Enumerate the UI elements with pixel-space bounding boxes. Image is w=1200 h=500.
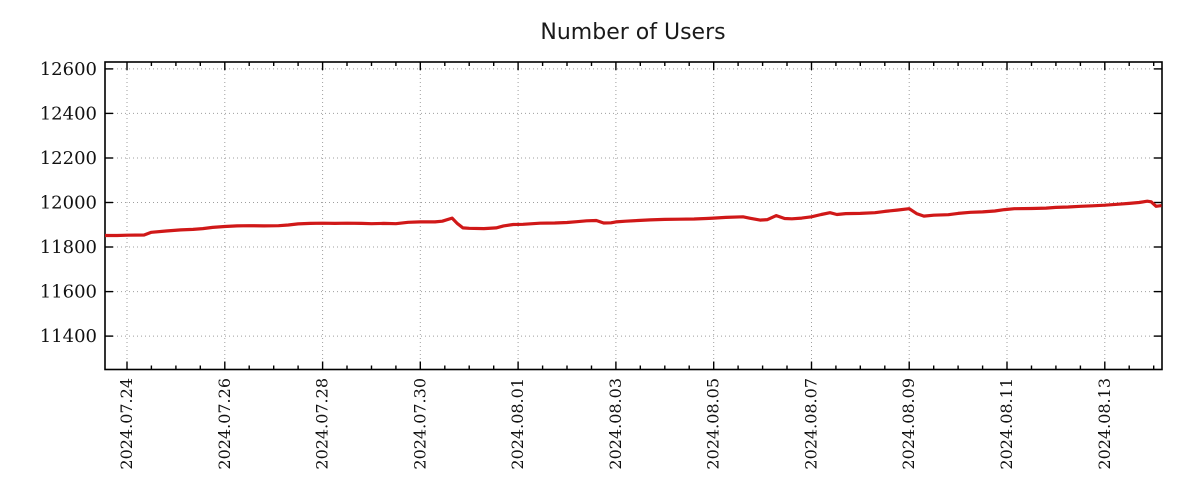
gridlines (105, 62, 1162, 370)
x-tick-label: 2024.08.11 (997, 378, 1016, 470)
y-tick-label: 11400 (40, 326, 97, 347)
x-tick-label: 2024.07.24 (117, 378, 136, 470)
x-tick-label: 2024.08.01 (508, 378, 527, 470)
y-tick-label: 11600 (40, 282, 97, 303)
data-series (105, 199, 1162, 238)
axis-ticks (105, 62, 1162, 370)
x-tick-label: 2024.08.09 (899, 378, 918, 470)
x-tick-label: 2024.08.05 (704, 378, 723, 470)
x-tick-label: 2024.07.26 (215, 378, 234, 470)
chart-title: Number of Users (540, 20, 725, 45)
y-tick-label: 12400 (40, 103, 97, 124)
x-tick-label: 2024.07.30 (410, 378, 429, 470)
users-line (105, 199, 1162, 238)
y-tick-label: 12200 (40, 148, 97, 169)
x-tick-label: 2024.07.28 (313, 378, 332, 470)
x-tick-label: 2024.08.03 (606, 378, 625, 470)
plot-border (104, 61, 1163, 371)
x-tick-label: 2024.08.13 (1095, 378, 1114, 470)
y-tick-label: 12000 (40, 193, 97, 214)
x-axis-labels: 2024.07.24 2024.07.26 2024.07.28 2024.07.30… (117, 378, 1114, 470)
x-tick-label: 2024.08.07 (802, 378, 821, 470)
y-tick-label: 11800 (40, 237, 97, 258)
y-tick-label: 12600 (40, 59, 97, 80)
y-axis-labels: 11400 11600 11800 12000 12200 12400 12600 (40, 59, 97, 347)
